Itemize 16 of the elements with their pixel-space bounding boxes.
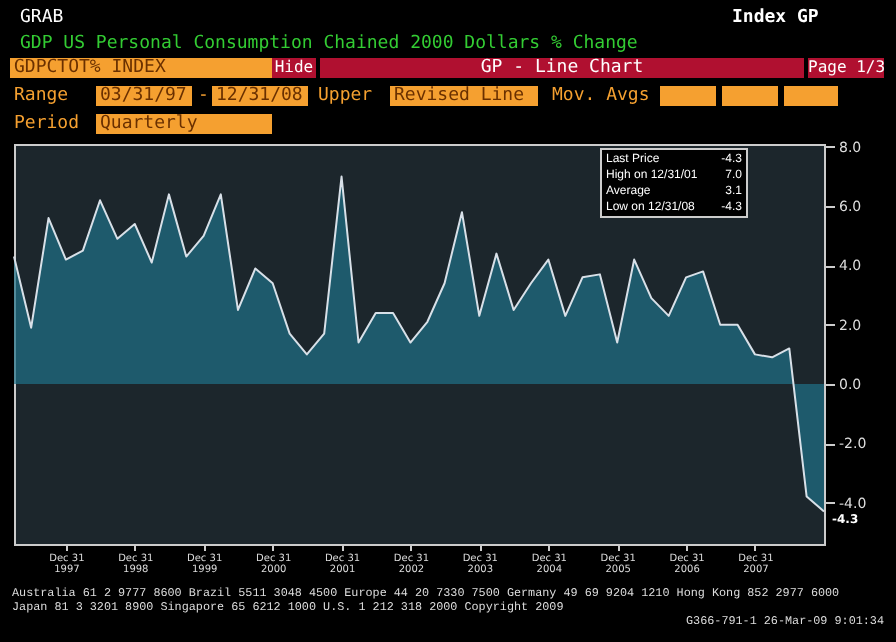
text: GDPCTOT% INDEX (10, 58, 272, 78)
text: Period (14, 114, 80, 134)
text: - (198, 86, 209, 106)
text: Range (14, 86, 69, 106)
text: Index GP (732, 8, 819, 28)
text: Quarterly (96, 114, 272, 134)
text: Page 1/3 (808, 58, 886, 78)
text: GRAB (20, 8, 64, 28)
text: GP - Line Chart (320, 58, 804, 78)
text: Mov. Avgs (552, 86, 650, 106)
text: Revised Line (390, 86, 538, 106)
text: 03/31/97 (96, 86, 192, 106)
chart-title: GDP US Personal Consumption Chained 2000 Dollars % Change (20, 34, 638, 54)
text: 12/31/08 (212, 86, 308, 106)
text: Upper (318, 86, 373, 106)
text: Hide (272, 58, 316, 78)
